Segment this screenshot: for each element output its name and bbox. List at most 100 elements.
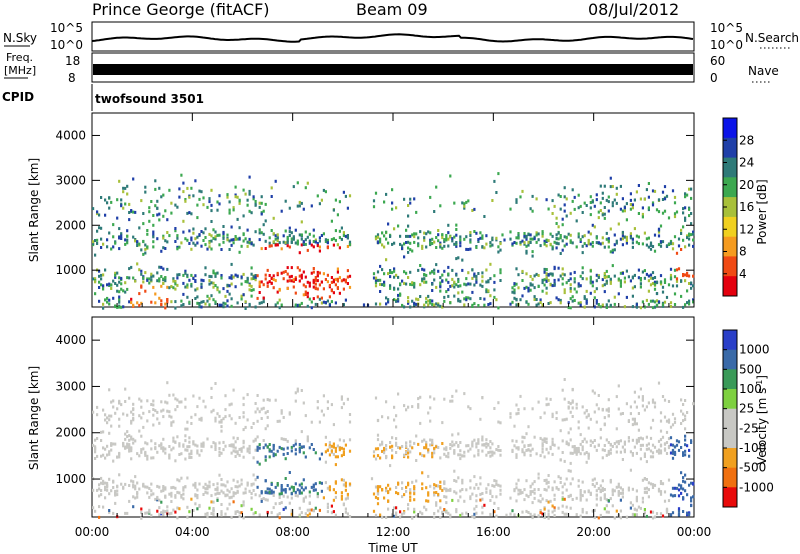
heatmap-cell: [328, 441, 331, 445]
heatmap-cell: [196, 507, 199, 511]
heatmap-cell: [605, 198, 608, 202]
heatmap-cell: [374, 191, 378, 195]
heatmap-cell: [280, 486, 283, 490]
heatmap-cell: [258, 205, 261, 209]
heatmap-cell: [485, 438, 488, 442]
heatmap-cell: [651, 189, 655, 193]
heatmap-cell: [611, 201, 614, 205]
heatmap-cell: [579, 491, 582, 495]
heatmap-cell: [240, 482, 243, 486]
heatmap-cell: [655, 449, 659, 453]
heatmap-cell: [104, 488, 107, 492]
colorbar-segment: [723, 349, 737, 370]
heatmap-cell: [461, 454, 464, 458]
heatmap-cell: [667, 446, 671, 450]
heatmap-cell: [168, 393, 171, 397]
heatmap-cell: [268, 236, 271, 240]
heatmap-cell: [330, 238, 333, 242]
heatmap-cell: [489, 492, 492, 495]
heatmap-cell: [184, 457, 187, 461]
heatmap-cell: [188, 195, 191, 199]
heatmap-cell: [214, 272, 217, 276]
heatmap-cell: [112, 399, 115, 403]
heatmap-cell: [475, 280, 478, 284]
heatmap-cell: [274, 502, 277, 506]
heatmap-cell: [118, 424, 121, 428]
heatmap-cell: [619, 184, 622, 188]
heatmap-cell: [521, 239, 524, 243]
heatmap-cell: [593, 516, 596, 519]
heatmap-cell: [272, 447, 275, 451]
heatmap-cell: [208, 241, 211, 245]
heatmap-cell: [641, 212, 644, 216]
heatmap-cell: [174, 440, 177, 444]
heatmap-cell: [543, 512, 546, 516]
heatmap-cell: [148, 508, 151, 512]
heatmap-cell: [256, 460, 259, 464]
heatmap-cell: [653, 276, 657, 279]
heatmap-cell: [132, 441, 135, 445]
heatmap-cell: [330, 219, 333, 223]
station-title: Prince George (fitACF): [92, 0, 270, 19]
heatmap-cell: [110, 489, 113, 493]
heatmap-cell: [647, 195, 650, 199]
heatmap-cell: [280, 489, 283, 493]
heatmap-cell: [579, 301, 582, 305]
heatmap-cell: [152, 413, 155, 417]
heatmap-cell: [156, 279, 159, 283]
heatmap-cell: [146, 229, 149, 232]
heatmap-cell: [669, 493, 673, 497]
heatmap-cell: [334, 495, 337, 499]
heatmap-cell: [692, 232, 695, 236]
heatmap-cell: [264, 458, 267, 462]
heatmap-cell: [409, 491, 412, 495]
heatmap-cell: [186, 427, 189, 431]
heatmap-cell: [342, 234, 345, 237]
heatmap-cell: [561, 388, 564, 392]
heatmap-cell: [214, 442, 217, 446]
heatmap-cell: [417, 442, 420, 446]
heatmap-cell: [182, 292, 185, 296]
heatmap-cell: [415, 302, 418, 306]
heatmap-cell: [136, 495, 139, 499]
heatmap-cell: [617, 384, 620, 388]
heatmap-cell: [607, 414, 610, 418]
heatmap-cell: [224, 512, 227, 516]
heatmap-cell: [686, 236, 689, 240]
heatmap-cell: [569, 451, 572, 455]
heatmap-cell: [298, 251, 301, 255]
heatmap-cell: [621, 495, 624, 499]
heatmap-cell: [160, 409, 163, 413]
heatmap-cell: [314, 488, 317, 492]
heatmap-cell: [555, 411, 558, 415]
heatmap-cell: [623, 206, 626, 210]
heatmap-cell: [290, 449, 293, 453]
heatmap-cell: [684, 218, 687, 222]
heatmap-cell: [467, 199, 470, 203]
heatmap-cell: [196, 203, 199, 207]
heatmap-cell: [381, 488, 384, 491]
heatmap-cell: [563, 288, 566, 292]
heatmap-cell: [595, 403, 598, 407]
heatmap-cell: [667, 283, 671, 287]
heatmap-cell: [529, 453, 532, 457]
heatmap-cell: [258, 285, 261, 288]
heatmap-cell: [236, 217, 239, 221]
heatmap-cell: [124, 437, 127, 441]
heatmap-cell: [168, 414, 171, 418]
heatmap-cell: [439, 285, 442, 289]
heatmap-cell: [479, 231, 482, 235]
heatmap-cell: [238, 226, 241, 230]
heatmap-cell: [651, 203, 655, 207]
heatmap-cell: [138, 226, 141, 230]
heatmap-cell: [561, 282, 564, 286]
heatmap-cell: [435, 501, 438, 505]
heatmap-cell: [627, 275, 630, 279]
heatmap-cell: [132, 485, 135, 489]
heatmap-cell: [144, 450, 147, 454]
heatmap-cell: [372, 454, 376, 458]
heatmap-cell: [132, 412, 135, 416]
heatmap-cell: [601, 284, 604, 288]
